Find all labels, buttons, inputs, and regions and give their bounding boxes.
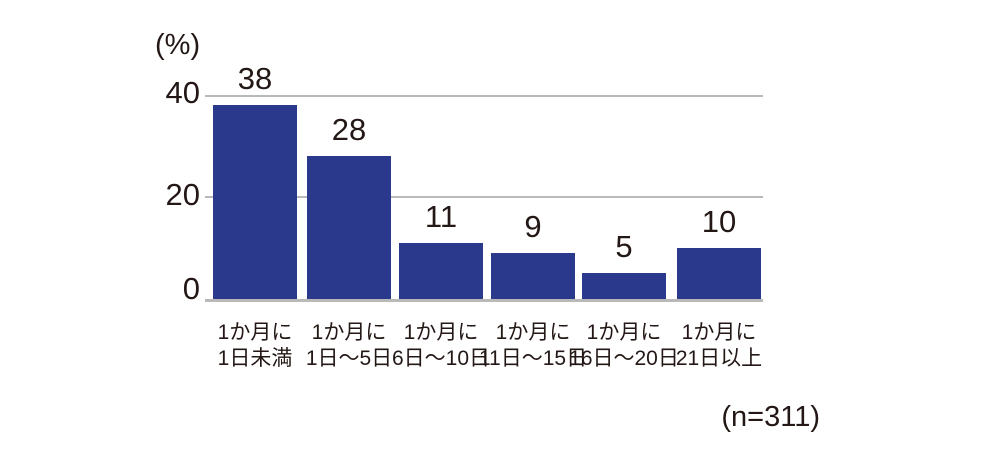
bar (582, 273, 666, 299)
sample-size-label: (n=311) (721, 401, 820, 433)
bar (399, 243, 483, 299)
bar-value-label: 10 (701, 204, 737, 239)
x-tick-label-line: 1か月に (495, 321, 571, 344)
x-tick-label-line: 1か月に (681, 321, 757, 344)
x-tick-label-line: 6日〜10日 (391, 347, 491, 370)
x-axis-baseline (205, 299, 763, 302)
x-tick-label: 1か月に 11日〜15日 (458, 320, 608, 372)
x-tick-label-line: 21日以上 (675, 347, 763, 370)
bar-value-label: 9 (524, 209, 542, 244)
y-tick-label-20: 20 (165, 177, 200, 212)
y-tick-label-0: 0 (182, 271, 200, 306)
x-tick-label: 1か月に 16日〜20日 (549, 320, 699, 372)
x-tick-label: 1か月に 1日〜5日 (274, 320, 424, 372)
x-tick-label-line: 11日〜15日 (478, 347, 588, 370)
x-tick-label-line: 1か月に (311, 321, 387, 344)
x-tick-label-line: 16日〜20日 (569, 347, 679, 370)
gridline-20 (205, 196, 763, 198)
bar-value-label: 11 (424, 199, 458, 234)
x-tick-label: 1か月に 1日未満 (180, 320, 330, 372)
x-tick-label-line: 1か月に (586, 321, 662, 344)
bar (491, 253, 575, 299)
bar (307, 156, 391, 299)
x-tick-label-line: 1か月に (217, 321, 293, 344)
y-axis-unit-label: (%) (155, 29, 201, 61)
x-tick-label: 1か月に 6日〜10日 (366, 320, 516, 372)
x-tick-label-line: 1日〜5日 (305, 347, 393, 370)
x-tick-label-line: 1日未満 (217, 347, 293, 370)
gridline-40 (205, 95, 763, 97)
bar (213, 105, 297, 299)
bar-value-label: 5 (615, 229, 633, 264)
bar-value-label: 38 (237, 61, 273, 96)
y-tick-label-40: 40 (165, 75, 200, 110)
plot-area: 38 1か月に 1日未満 28 1か月に 1日〜5日 11 1か月に 6日〜10日 9 1か月に 11… (205, 61, 763, 370)
x-tick-label: 1か月に 21日以上 (644, 320, 794, 372)
x-tick-label-line: 1か月に (403, 321, 479, 344)
bar-value-label: 28 (331, 112, 367, 147)
bar (677, 248, 761, 299)
